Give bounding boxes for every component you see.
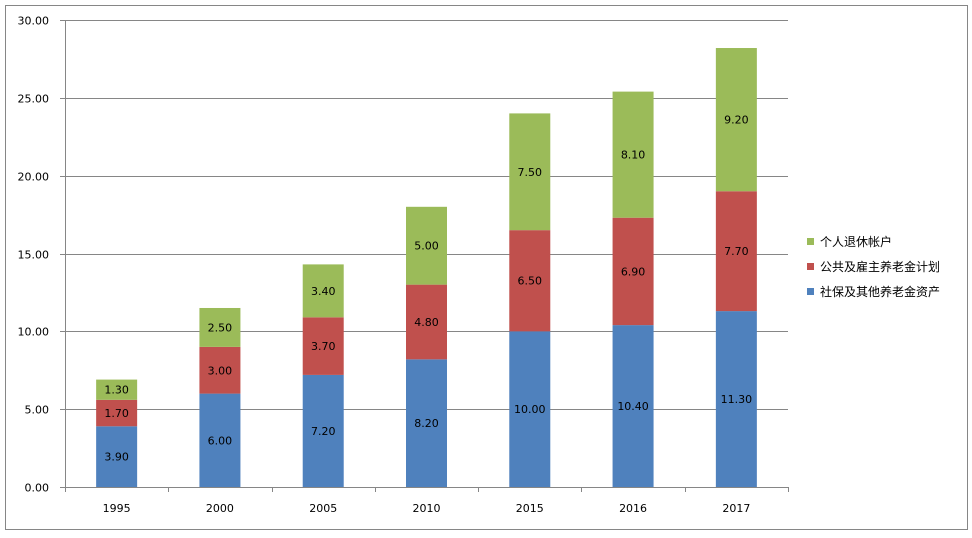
gridlines [65,20,788,410]
data-label: 6.50 [518,275,543,288]
y-tick-label: 20.00 [18,171,50,184]
x-tick-label: 2016 [619,502,647,515]
data-label: 5.00 [414,240,439,253]
y-tick-label: 10.00 [18,326,50,339]
legend-swatch [807,238,814,245]
data-label: 2.50 [208,321,233,334]
bar-segment [302,264,344,318]
bar-segment [509,331,551,487]
x-tick-label: 2017 [722,502,750,515]
bar-segment [199,346,241,394]
legend-swatch [807,288,814,295]
bars: 3.90 1.70 1.30 6.00 3.00 2.50 7.20 3.70 3.40 8.20… [96,48,757,487]
bar-segment [715,48,757,192]
data-label: 1.70 [104,407,129,420]
data-label: 7.50 [518,166,543,179]
x-tick-label: 1995 [103,502,131,515]
bar-segment [302,374,344,487]
y-tick-label: 30.00 [18,15,50,28]
y-tick-label: 15.00 [18,249,50,262]
data-label: 3.90 [104,451,129,464]
data-label: 6.90 [621,265,646,278]
bar-segment [302,317,344,375]
x-tick-label: 2000 [206,502,234,515]
bar-segment [509,230,551,332]
y-tick-label: 0.00 [25,482,50,495]
x-tick-label: 2015 [516,502,544,515]
bar-segment [612,325,654,487]
data-label: 4.80 [414,316,439,329]
data-label: 10.40 [617,400,649,413]
legend-label: 公共及雇主养老金计划 [820,259,940,274]
data-label: 7.70 [724,245,749,258]
bar-segment [96,426,138,487]
legend-label: 社保及其他养老金资产 [820,284,940,299]
data-label: 11.30 [721,393,753,406]
data-label: 3.40 [311,285,336,298]
data-label: 6.00 [208,434,233,447]
x-tick-label: 2005 [309,502,337,515]
data-label: 9.20 [724,114,749,127]
bar-segment [406,359,447,487]
y-tick-label: 25.00 [18,93,50,106]
data-label: 1.30 [104,384,129,397]
bar-segment [96,399,138,427]
bar-segment [199,393,241,487]
bar-segment [96,379,138,400]
legend-label: 个人退休帐户 [820,234,892,249]
data-label: 8.20 [414,417,439,430]
data-label: 3.00 [208,364,233,377]
data-label: 8.10 [621,149,646,162]
bar-segment [509,113,551,231]
bar-segment [715,311,757,487]
x-tick-label: 2010 [413,502,441,515]
bar-segment [612,217,654,326]
bar-segment [612,91,654,218]
bar-segment [406,284,447,360]
data-label: 10.00 [514,403,546,416]
legend-swatch [807,263,814,270]
y-tick-label: 5.00 [25,404,50,417]
data-label: 3.70 [311,340,336,353]
bar-segment [715,191,757,312]
bar-segment [406,206,447,285]
bar-segment [199,307,241,347]
axes: 0.00 5.00 10.00 15.00 20.00 25.00 30.00 1995 200… [18,15,789,515]
data-label: 7.20 [311,425,336,438]
